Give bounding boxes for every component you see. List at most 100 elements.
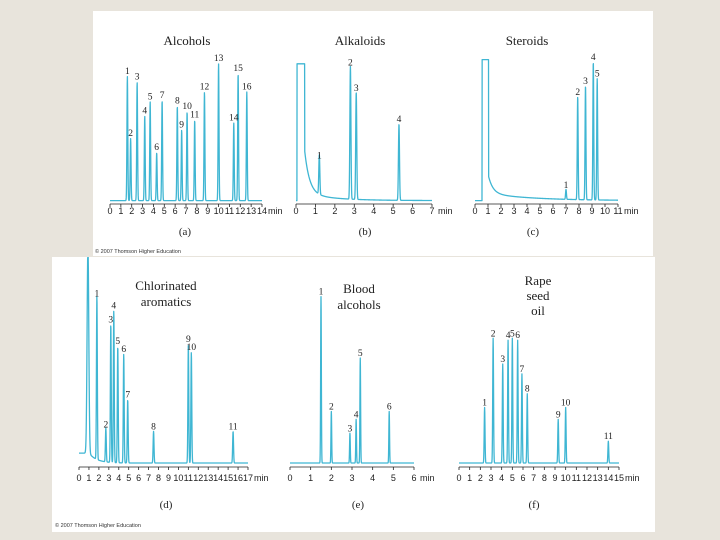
- peak-label-1: 1: [95, 290, 100, 300]
- peak-label-10: 10: [182, 102, 192, 112]
- chart-caption: (b): [359, 226, 372, 238]
- x-tick-label: 10: [561, 473, 571, 483]
- peak-label-14: 14: [229, 113, 239, 123]
- x-tick-label: 5: [162, 206, 167, 216]
- x-tick-label: 10: [600, 206, 610, 216]
- peak-label-5: 5: [115, 337, 120, 347]
- peak-label-3: 3: [500, 355, 505, 365]
- x-tick-label: 12: [193, 473, 203, 483]
- peak-label-1: 1: [564, 181, 569, 191]
- peak-label-1: 1: [317, 152, 322, 162]
- x-tick-label: 11: [613, 206, 622, 216]
- chart-caption: (d): [160, 499, 173, 511]
- x-tick-label: 5: [510, 473, 515, 483]
- x-tick-label: 9: [166, 473, 171, 483]
- chromatogram-trace: [78, 257, 249, 464]
- peak-label-1: 1: [319, 288, 324, 298]
- peak-label-3: 3: [135, 73, 140, 83]
- peak-label-2: 2: [491, 329, 496, 339]
- peak-label-2: 2: [329, 403, 334, 413]
- peak-label-6: 6: [515, 331, 520, 341]
- x-tick-label: 3: [106, 473, 111, 483]
- peak-label-10: 10: [561, 399, 571, 409]
- peak-label-10: 10: [187, 343, 197, 353]
- x-tick-label: 2: [478, 473, 483, 483]
- x-tick-label: 1: [86, 473, 91, 483]
- x-tick-label: 1: [118, 206, 123, 216]
- peak-label-15: 15: [233, 64, 243, 74]
- peak-label-3: 3: [354, 84, 359, 94]
- x-tick-label: 4: [524, 206, 529, 216]
- peak-label-9: 9: [186, 335, 191, 345]
- x-tick-label: 11: [572, 473, 581, 483]
- x-tick-label: 6: [136, 473, 141, 483]
- x-tick-label: 5: [391, 206, 396, 216]
- chromatogram-trace: [458, 337, 620, 464]
- peak-label-7: 7: [125, 391, 130, 401]
- x-tick-label: 8: [576, 206, 581, 216]
- x-tick-label: 16: [233, 473, 243, 483]
- chromatogram-trace: [474, 58, 619, 202]
- x-tick-label: 3: [352, 206, 357, 216]
- peak-label-8: 8: [151, 422, 156, 432]
- copyright-top: © 2007 Thomson Higher Education: [95, 249, 181, 255]
- peak-label-9: 9: [179, 121, 184, 131]
- x-tick-label: 2: [329, 473, 334, 483]
- x-tick-label: 8: [542, 473, 547, 483]
- peak-label-4: 4: [397, 115, 402, 125]
- x-tick-label: 0: [287, 473, 292, 483]
- x-tick-label: 12: [235, 206, 245, 216]
- peak-label-4: 4: [111, 302, 116, 312]
- x-axis-unit: min: [438, 206, 453, 216]
- peak-label-1: 1: [125, 67, 130, 77]
- peak-label-3: 3: [583, 77, 588, 87]
- x-tick-label: 6: [550, 206, 555, 216]
- x-tick-label: 1: [308, 473, 313, 483]
- x-tick-label: 7: [563, 206, 568, 216]
- peak-label-3: 3: [348, 424, 353, 434]
- copyright-bottom: © 2007 Thomson Higher Education: [55, 523, 141, 529]
- x-tick-label: 3: [140, 206, 145, 216]
- peak-label-2: 2: [575, 88, 580, 98]
- x-tick-label: 0: [76, 473, 81, 483]
- peak-label-16: 16: [242, 82, 252, 92]
- x-tick-label: 5: [537, 206, 542, 216]
- chart-title-line: alcohols: [337, 297, 380, 312]
- x-tick-label: 0: [456, 473, 461, 483]
- peak-label-6: 6: [121, 345, 126, 355]
- x-tick-label: 14: [257, 206, 267, 216]
- peak-label-7: 7: [160, 91, 165, 101]
- peak-label-8: 8: [525, 385, 530, 395]
- chart-title-line: Chlorinated: [135, 278, 197, 293]
- x-tick-label: 4: [499, 473, 504, 483]
- x-tick-label: 13: [246, 206, 256, 216]
- peak-label-4: 4: [142, 106, 147, 116]
- chart-title-line: Blood: [343, 281, 375, 296]
- x-axis-unit: min: [625, 473, 640, 483]
- x-tick-label: 8: [156, 473, 161, 483]
- peak-label-4: 4: [354, 410, 359, 420]
- chart-title-line: Steroids: [506, 33, 549, 48]
- x-tick-label: 17: [243, 473, 253, 483]
- x-tick-label: 13: [593, 473, 603, 483]
- x-axis-unit: min: [268, 206, 283, 216]
- peak-label-9: 9: [556, 410, 561, 420]
- x-tick-label: 6: [520, 473, 525, 483]
- x-tick-label: 2: [129, 206, 134, 216]
- peak-label-2: 2: [348, 58, 353, 68]
- peak-label-11: 11: [229, 422, 238, 432]
- x-axis-unit: min: [254, 473, 269, 483]
- peak-label-12: 12: [200, 82, 210, 92]
- chromatogram-trace: [295, 63, 433, 202]
- x-tick-label: 0: [107, 206, 112, 216]
- peak-label-6: 6: [387, 403, 392, 413]
- x-tick-label: 2: [332, 206, 337, 216]
- x-tick-label: 0: [472, 206, 477, 216]
- x-tick-label: 9: [205, 206, 210, 216]
- peak-label-4: 4: [591, 53, 596, 63]
